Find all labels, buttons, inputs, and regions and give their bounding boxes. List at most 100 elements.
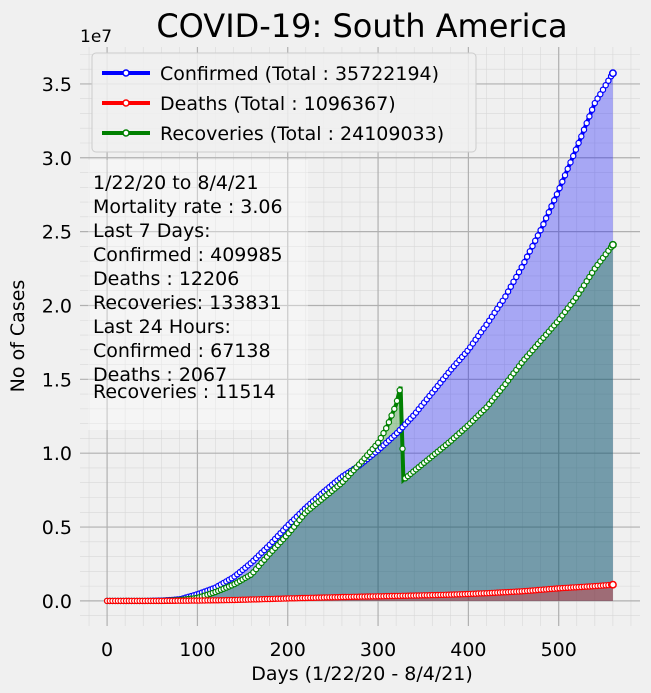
annotation-box: 1/22/20 to 8/4/21 Mortality rate : 3.06 … [88, 160, 308, 430]
marker-confirmed [583, 119, 590, 127]
marker-confirmed [526, 248, 534, 255]
annotation-line: Confirmed : 67138 [93, 340, 271, 362]
legend-entry-confirmed: Confirmed (Total : 35722194) [102, 63, 439, 85]
x-axis-label: Days (1/22/20 - 8/4/21) [251, 663, 473, 685]
marker-recoveries [377, 434, 384, 442]
marker-confirmed [588, 106, 596, 114]
annotation-background [88, 160, 308, 430]
y-tick-labels: 0.0 0.5 1.0 1.5 2.0 2.5 3.0 3.5 [42, 74, 72, 613]
x-tick-label: 100 [179, 639, 215, 661]
x-tick-label: 0 [101, 639, 113, 661]
marker-confirmed [572, 146, 580, 153]
marker-confirmed [564, 165, 571, 173]
marker-recoveries [385, 419, 393, 426]
marker-confirmed [504, 288, 512, 295]
marker-confirmed [502, 293, 509, 300]
marker-confirmed [586, 113, 593, 120]
end-marker-deaths [608, 580, 617, 589]
series-markers [103, 69, 617, 605]
marker-confirmed [567, 159, 574, 166]
marker-confirmed [548, 202, 555, 210]
marker-confirmed [553, 191, 561, 198]
marker-recoveries [399, 445, 406, 452]
marker-recoveries [374, 439, 382, 446]
marker-recoveries [393, 397, 401, 405]
legend-marker-confirmed [122, 69, 130, 77]
marker-confirmed [570, 152, 577, 160]
marker-recoveries [396, 387, 403, 394]
marker-recoveries [391, 405, 398, 413]
marker-confirmed [518, 264, 525, 271]
x-tick-label: 500 [541, 639, 577, 661]
marker-confirmed [534, 232, 542, 239]
legend-marker-deaths [122, 99, 130, 107]
annotation-line: Last 7 Days: [93, 220, 211, 242]
marker-confirmed [551, 196, 558, 204]
marker-recoveries [380, 429, 387, 437]
marker-confirmed [540, 220, 547, 228]
marker-confirmed [537, 226, 544, 234]
annotation-line: Last 24 Hours: [93, 316, 231, 338]
marker-confirmed [507, 283, 514, 290]
y-axis-label: No of Cases [7, 280, 29, 393]
end-marker-recoveries [608, 240, 617, 249]
annotation-line: Recoveries: 133831 [93, 292, 282, 314]
marker-confirmed [561, 172, 569, 179]
area-recoveries [107, 244, 613, 601]
marker-confirmed [605, 77, 612, 84]
annotation-line: Confirmed : 409985 [93, 244, 283, 266]
legend-box [91, 52, 477, 153]
marker-confirmed [578, 133, 585, 140]
y-tick-label: 2.5 [42, 222, 72, 244]
legend-entry-recoveries: Recoveries (Total : 24109033) [102, 123, 444, 145]
legend-marker-recoveries [122, 129, 130, 137]
marker-confirmed [510, 278, 517, 285]
annotation-line: Deaths : 12206 [93, 268, 239, 290]
legend-label-deaths: Deaths (Total : 1096367) [160, 93, 396, 115]
marker-confirmed [594, 95, 601, 102]
marker-confirmed [513, 273, 520, 281]
legend: Confirmed (Total : 35722194) Deaths (Tot… [91, 52, 477, 153]
x-tick-label: 400 [450, 639, 486, 661]
legend-entry-deaths: Deaths (Total : 1096367) [102, 93, 396, 115]
y-tick-label: 0.5 [42, 517, 72, 539]
x-tick-labels: 0 100 200 300 400 500 [101, 639, 577, 661]
end-marker-confirmed [608, 69, 617, 78]
marker-recoveries [388, 412, 395, 419]
x-tick-label: 200 [270, 639, 306, 661]
chart-title: COVID-19: South America [156, 7, 567, 45]
legend-label-recoveries: Recoveries (Total : 24109033) [160, 123, 444, 145]
marker-confirmed [542, 214, 550, 222]
marker-confirmed [521, 258, 528, 266]
marker-confirmed [556, 184, 563, 192]
marker-confirmed [575, 139, 582, 147]
marker-confirmed [515, 268, 523, 276]
annotation-line: 1/22/20 to 8/4/21 [93, 172, 259, 194]
marker-confirmed [599, 86, 607, 93]
y-tick-label: 2.0 [42, 295, 72, 317]
legend-label-confirmed: Confirmed (Total : 35722194) [160, 63, 439, 85]
marker-confirmed [532, 237, 539, 244]
area-fills [107, 73, 613, 601]
area-confirmed [107, 73, 613, 601]
annotation-line: Mortality rate : 3.06 [93, 196, 283, 218]
annotation-line: Recoveries : 11514 [93, 381, 276, 403]
marker-confirmed [591, 99, 599, 107]
y-tick-label: 1.0 [42, 443, 72, 465]
x-tick-label: 300 [360, 639, 396, 661]
area-deaths [107, 584, 613, 601]
y-multiplier: 1e7 [80, 27, 112, 47]
marker-confirmed [602, 81, 609, 89]
marker-recoveries [383, 425, 390, 432]
y-tick-label: 3.0 [42, 148, 72, 170]
marker-confirmed [559, 178, 566, 185]
y-tick-label: 0.0 [42, 591, 72, 613]
marker-confirmed [529, 242, 536, 250]
y-tick-label: 3.5 [42, 74, 72, 96]
marker-confirmed [597, 90, 604, 98]
annotation-line: Deaths : 2067 [93, 364, 227, 386]
y-tick-label: 1.5 [42, 369, 72, 391]
marker-confirmed [545, 208, 553, 216]
marker-confirmed [523, 253, 531, 260]
